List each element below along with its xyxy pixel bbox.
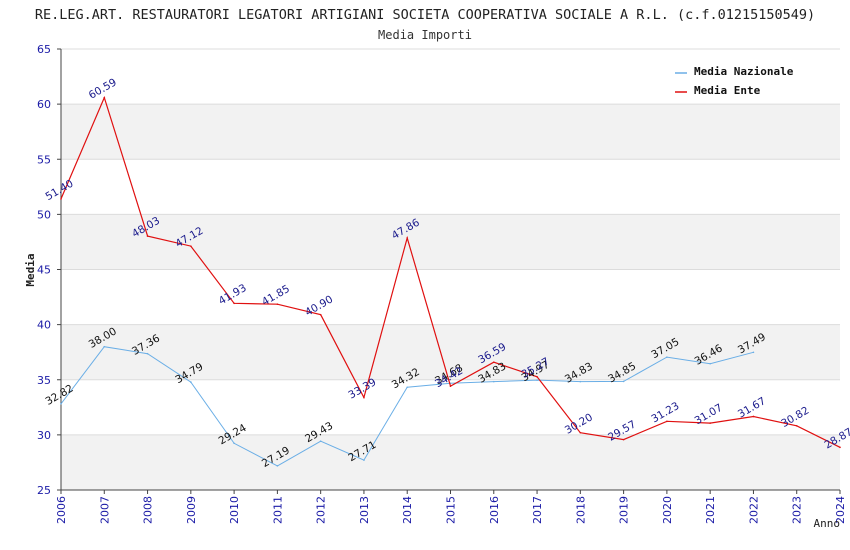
x-tick-label: 2017 <box>531 496 544 524</box>
x-tick-label: 2012 <box>315 496 328 524</box>
x-tick-label: 2022 <box>747 496 760 524</box>
data-point <box>492 361 495 364</box>
data-point <box>666 356 668 358</box>
data-label: 60.59 <box>87 76 119 101</box>
data-point <box>233 442 235 445</box>
grid-lines <box>61 48 840 491</box>
chart-subtitle: Media Importi <box>378 28 472 42</box>
data-point <box>622 438 625 441</box>
x-tick-label: 2014 <box>401 496 414 524</box>
data-point <box>146 352 149 355</box>
data-point <box>536 379 538 381</box>
y-tick-label: 25 <box>37 484 51 497</box>
data-point <box>406 386 409 389</box>
data-label: 30.20 <box>563 411 595 436</box>
data-point <box>276 465 279 467</box>
data-point <box>709 422 711 424</box>
data-point <box>795 425 798 427</box>
x-tick-label: 2006 <box>55 496 68 524</box>
y-tick-label: 45 <box>37 264 51 277</box>
data-point <box>103 345 106 348</box>
x-tick-label: 2007 <box>98 496 111 524</box>
legend-box <box>669 59 811 101</box>
data-point <box>363 396 365 399</box>
y-tick-label: 65 <box>37 43 51 56</box>
data-point <box>146 235 149 237</box>
data-point <box>752 415 755 418</box>
x-tick-label: 2009 <box>185 496 198 524</box>
legend: Media Nazionale Media Ente <box>669 59 811 101</box>
data-point <box>319 313 322 316</box>
data-point <box>190 381 192 383</box>
data-point <box>406 237 409 239</box>
data-point <box>752 351 755 354</box>
grid-band <box>61 104 840 160</box>
legend-label-media-ente: Media Ente <box>694 84 761 97</box>
data-point <box>666 420 668 423</box>
data-label: 51.40 <box>43 178 75 203</box>
data-point <box>579 380 582 383</box>
chart-title: RE.LEG.ART. RESTAURATORI LEGATORI ARTIGI… <box>35 7 815 23</box>
x-ticks: 2006 2007 2008 2009 2010 2011 2012 2013 2014 2015… <box>55 490 847 524</box>
grid-band <box>61 434 840 490</box>
x-axis-label: Anno <box>814 517 841 530</box>
data-point <box>449 385 452 387</box>
y-tick-label: 50 <box>37 208 51 221</box>
x-tick-label: 2010 <box>228 496 241 524</box>
x-tick-label: 2013 <box>358 496 371 524</box>
y-axis-label: Media <box>24 253 37 286</box>
x-tick-label: 2016 <box>488 496 501 524</box>
y-tick-label: 35 <box>37 374 51 387</box>
x-tick-label: 2024 <box>834 496 847 524</box>
data-point <box>276 303 279 306</box>
data-label: 30.82 <box>779 405 811 430</box>
x-tick-label: 2008 <box>142 496 155 524</box>
x-tick-label: 2015 <box>445 496 458 524</box>
grid-band <box>61 324 840 380</box>
y-tick-label: 40 <box>37 319 51 332</box>
data-point <box>233 302 235 305</box>
y-tick-label: 60 <box>37 98 51 111</box>
data-point <box>319 440 322 442</box>
x-tick-label: 2011 <box>271 496 284 524</box>
y-tick-label: 30 <box>37 429 51 442</box>
data-point <box>709 362 711 365</box>
x-tick-label: 2018 <box>574 496 587 524</box>
data-point <box>839 446 841 449</box>
grid-band <box>61 214 840 270</box>
x-tick-label: 2023 <box>791 496 804 524</box>
data-point <box>60 402 62 405</box>
x-tick-label: 2020 <box>661 496 674 524</box>
legend-label-media-nazionale: Media Nazionale <box>694 65 794 78</box>
y-tick-label: 55 <box>37 153 51 166</box>
x-tick-label: 2021 <box>704 496 717 524</box>
data-point <box>579 431 582 434</box>
data-label: 40.90 <box>303 293 335 318</box>
series-lines <box>60 95 841 467</box>
y-ticks: 25 30 35 40 45 50 55 60 65 <box>37 43 61 497</box>
grid-bands <box>61 104 840 490</box>
data-point <box>492 380 495 383</box>
x-tick-label: 2019 <box>618 496 631 524</box>
data-point <box>190 245 192 247</box>
data-point <box>363 459 365 461</box>
data-point <box>622 380 625 383</box>
data-point <box>103 96 106 99</box>
data-point <box>536 375 538 378</box>
data-point <box>60 198 62 200</box>
